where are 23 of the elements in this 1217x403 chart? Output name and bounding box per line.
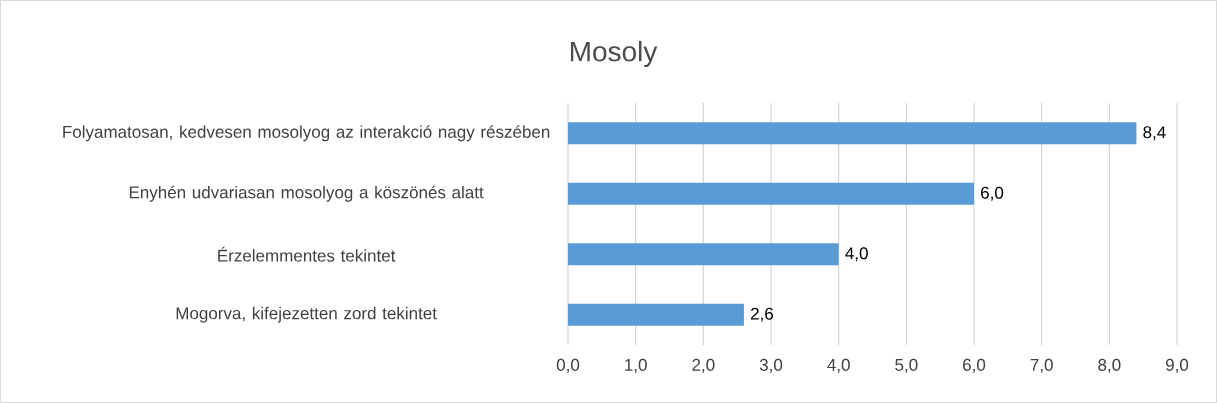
data-label: 2,6 bbox=[751, 307, 774, 322]
y-tick-label: Folyamatosan, kedvesen mosolyog az interakció nagy részében bbox=[63, 125, 550, 142]
data-label: 4,0 bbox=[845, 247, 868, 262]
data-label: 6,0 bbox=[981, 186, 1004, 201]
x-tick-label: 9,0 bbox=[1165, 358, 1189, 373]
x-tick-label: 3,0 bbox=[759, 358, 783, 373]
bar bbox=[568, 182, 974, 205]
x-tick-label: 1,0 bbox=[625, 358, 647, 373]
x-tick-label: 2,0 bbox=[692, 358, 715, 373]
bar bbox=[568, 243, 839, 266]
y-tick-label: Enyhén udvariasan mosolyog a köszönés alatt bbox=[129, 185, 484, 202]
bar bbox=[568, 122, 1137, 145]
x-tick-label: 0,0 bbox=[556, 358, 580, 373]
data-label: 8,4 bbox=[1143, 126, 1166, 141]
x-tick-label: 4,0 bbox=[827, 358, 850, 373]
x-tick-label: 8,0 bbox=[1098, 358, 1121, 373]
y-tick-label: Mogorva, kifejezetten zord tekintet bbox=[176, 306, 437, 323]
y-tick-label: Érzelemmentes tekintet bbox=[218, 246, 396, 262]
chart-title: Mosoly bbox=[570, 40, 658, 68]
bar bbox=[568, 303, 744, 326]
x-tick-label: 5,0 bbox=[895, 358, 918, 373]
x-tick-label: 7,0 bbox=[1030, 358, 1053, 373]
x-tick-label: 6,0 bbox=[963, 358, 986, 373]
